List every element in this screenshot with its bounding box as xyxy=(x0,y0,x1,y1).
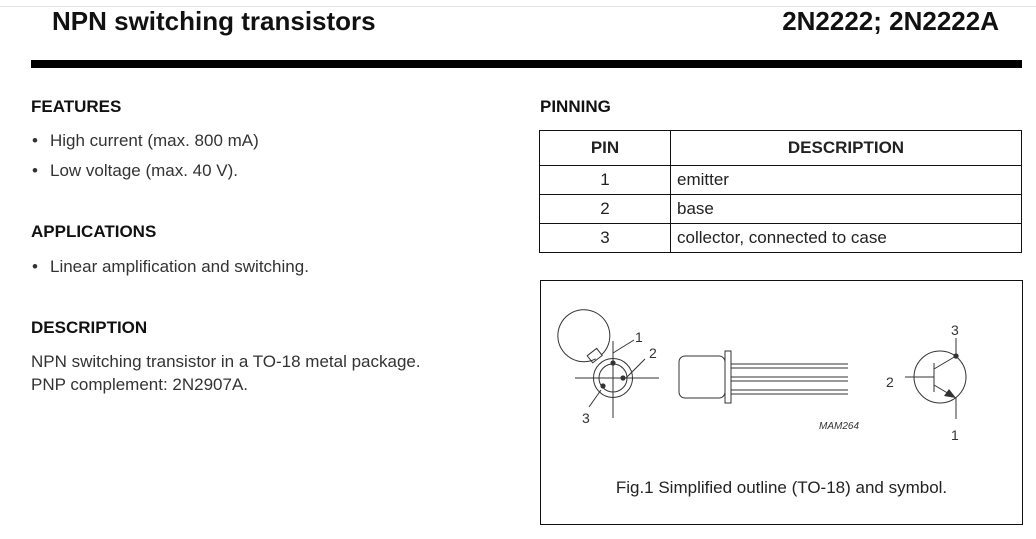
feature-item: High current (max. 800 mA) xyxy=(31,131,511,151)
pin-number: 1 xyxy=(539,165,671,195)
pin-number: 3 xyxy=(539,223,671,253)
outline-pin-label: 2 xyxy=(649,345,657,361)
table-row: 3 collector, connected to case xyxy=(539,223,1022,253)
features-list: High current (max. 800 mA) Low voltage (… xyxy=(31,131,511,181)
left-column: FEATURES High current (max. 800 mA) Low … xyxy=(31,96,511,396)
description-title: DESCRIPTION xyxy=(31,318,148,337)
column-header-pin: PIN xyxy=(539,130,671,166)
leader-line-2 xyxy=(625,358,646,379)
emitter-arrow xyxy=(944,389,956,398)
description-text: NPN switching transistor in a TO-18 meta… xyxy=(31,350,511,396)
description-line: PNP complement: 2N2907A. xyxy=(31,375,249,394)
applications-title: APPLICATIONS xyxy=(31,222,157,241)
outline-pin-label: 1 xyxy=(635,329,643,345)
leader-line-1 xyxy=(612,339,635,354)
pin-dot-1 xyxy=(610,360,616,366)
page-top-line xyxy=(0,6,1036,7)
pinning-table: PIN DESCRIPTION 1 emitter 2 base 3 colle… xyxy=(539,130,1022,253)
page-title: NPN switching transistors xyxy=(52,6,376,36)
table-header-row: PIN DESCRIPTION xyxy=(539,130,1022,166)
column-header-description: DESCRIPTION xyxy=(670,130,1022,166)
pin-description: base xyxy=(670,194,1022,224)
collector-dot xyxy=(953,353,959,359)
pinning-title: PINNING xyxy=(540,97,611,116)
figure-caption: Fig.1 Simplified outline (TO-18) and sym… xyxy=(615,478,948,497)
table-row: 1 emitter xyxy=(539,165,1022,195)
header-rule xyxy=(31,60,1022,68)
pin-description: collector, connected to case xyxy=(670,223,1022,253)
figure-box: 1 2 3 3 2 1 MAM264 Fig.1 Simplified outl… xyxy=(540,280,1023,525)
part-numbers: 2N2222; 2N2222A xyxy=(782,6,999,36)
applications-list: Linear amplification and switching. xyxy=(31,257,511,277)
figure-drawing: 1 2 3 3 2 1 MAM264 xyxy=(557,309,967,443)
description-line: NPN switching transistor in a TO-18 meta… xyxy=(31,352,421,371)
application-item: Linear amplification and switching. xyxy=(31,257,511,277)
pin-number: 2 xyxy=(539,194,671,224)
outline-pin-label: 3 xyxy=(582,410,590,426)
features-title: FEATURES xyxy=(31,97,122,116)
leader-line-3 xyxy=(588,389,602,408)
feature-item: Low voltage (max. 40 V). xyxy=(31,161,511,181)
table-row: 2 base xyxy=(539,194,1022,224)
figure-code: MAM264 xyxy=(819,421,859,432)
pin-description: emitter xyxy=(670,165,1022,195)
collector-label: 3 xyxy=(951,322,959,338)
npn-transistor-symbol xyxy=(905,338,967,419)
pin-dot-3 xyxy=(600,383,606,389)
base-label: 2 xyxy=(886,374,894,390)
package-bottom-view xyxy=(557,309,659,418)
pin-dot-2 xyxy=(620,375,626,381)
emitter-label: 1 xyxy=(951,427,959,443)
package-side-view xyxy=(678,350,848,404)
